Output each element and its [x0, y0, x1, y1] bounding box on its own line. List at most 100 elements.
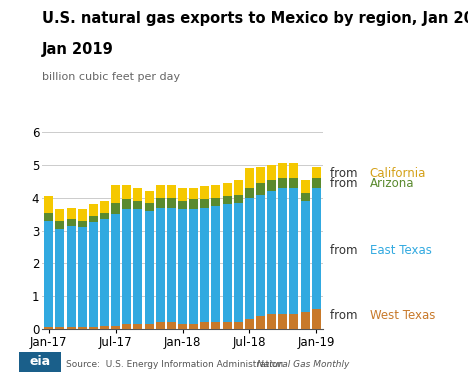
Bar [167, 208, 176, 322]
Bar [189, 200, 198, 209]
Bar [145, 203, 154, 211]
Bar [66, 327, 75, 329]
Bar [267, 191, 276, 314]
Bar [200, 200, 209, 208]
Bar [133, 188, 142, 201]
Bar [178, 201, 187, 209]
Bar [133, 209, 142, 324]
Bar [278, 163, 287, 178]
Text: Source:  U.S. Energy Information Administration: Source: U.S. Energy Information Administ… [66, 359, 288, 369]
Bar [89, 327, 98, 329]
Bar [122, 324, 131, 329]
Bar [89, 222, 98, 327]
Bar [66, 208, 75, 219]
Bar [256, 195, 265, 316]
FancyBboxPatch shape [17, 350, 63, 373]
Bar [145, 324, 154, 329]
Bar [111, 203, 120, 214]
Bar [156, 198, 165, 208]
Bar [212, 322, 220, 329]
Bar [256, 316, 265, 329]
Bar [78, 221, 87, 227]
Bar [89, 204, 98, 216]
Text: from: from [330, 177, 361, 190]
Bar [56, 229, 65, 327]
Bar [156, 208, 165, 322]
Bar [300, 180, 309, 193]
Bar [200, 322, 209, 329]
Bar [56, 327, 65, 329]
Text: from: from [330, 167, 361, 180]
Bar [66, 226, 75, 327]
Bar [122, 209, 131, 324]
Bar [100, 219, 109, 325]
Bar [256, 183, 265, 195]
Bar [111, 214, 120, 325]
Bar [189, 324, 198, 329]
Bar [300, 193, 309, 201]
Bar [234, 180, 243, 195]
Bar [267, 165, 276, 180]
Text: California: California [370, 167, 426, 180]
Bar [290, 188, 299, 314]
Bar [267, 180, 276, 191]
Bar [200, 186, 209, 200]
Text: from: from [330, 244, 361, 257]
Bar [312, 309, 321, 329]
Bar [212, 185, 220, 198]
Bar [223, 204, 232, 322]
Text: billion cubic feet per day: billion cubic feet per day [42, 72, 180, 82]
Bar [122, 200, 131, 209]
Bar [245, 198, 254, 319]
Bar [100, 212, 109, 219]
Text: U.S. natural gas exports to Mexico by region, Jan 2017 –: U.S. natural gas exports to Mexico by re… [42, 11, 468, 26]
Bar [223, 322, 232, 329]
Text: Jan 2019: Jan 2019 [42, 42, 114, 57]
Bar [189, 188, 198, 200]
Bar [312, 178, 321, 188]
Bar [100, 201, 109, 212]
Bar [145, 211, 154, 324]
Bar [189, 209, 198, 324]
Bar [111, 325, 120, 329]
Bar [300, 313, 309, 329]
Bar [156, 322, 165, 329]
Bar [133, 324, 142, 329]
Bar [245, 319, 254, 329]
Bar [234, 195, 243, 203]
Bar [278, 188, 287, 314]
Bar [44, 221, 53, 327]
Bar [256, 167, 265, 183]
Text: Arizona: Arizona [370, 177, 414, 190]
Bar [245, 168, 254, 188]
Bar [78, 209, 87, 221]
Bar [212, 206, 220, 322]
Bar [245, 188, 254, 198]
Text: eia: eia [29, 355, 51, 369]
Bar [290, 178, 299, 188]
Bar [167, 185, 176, 198]
Bar [234, 322, 243, 329]
Bar [44, 212, 53, 221]
Bar [78, 227, 87, 327]
Bar [167, 322, 176, 329]
Bar [66, 219, 75, 226]
Text: West Texas: West Texas [370, 309, 435, 322]
Bar [56, 221, 65, 229]
Bar [122, 185, 131, 200]
Bar [278, 178, 287, 188]
Bar [111, 185, 120, 203]
Bar [89, 216, 98, 222]
Bar [167, 198, 176, 208]
Bar [223, 196, 232, 204]
Text: Natural Gas Monthly: Natural Gas Monthly [257, 359, 350, 369]
Bar [133, 201, 142, 209]
Bar [56, 209, 65, 221]
Bar [290, 163, 299, 178]
Bar [44, 327, 53, 329]
Bar [178, 188, 187, 201]
Bar [312, 167, 321, 178]
Bar [290, 314, 299, 329]
Bar [78, 327, 87, 329]
Bar [300, 201, 309, 313]
